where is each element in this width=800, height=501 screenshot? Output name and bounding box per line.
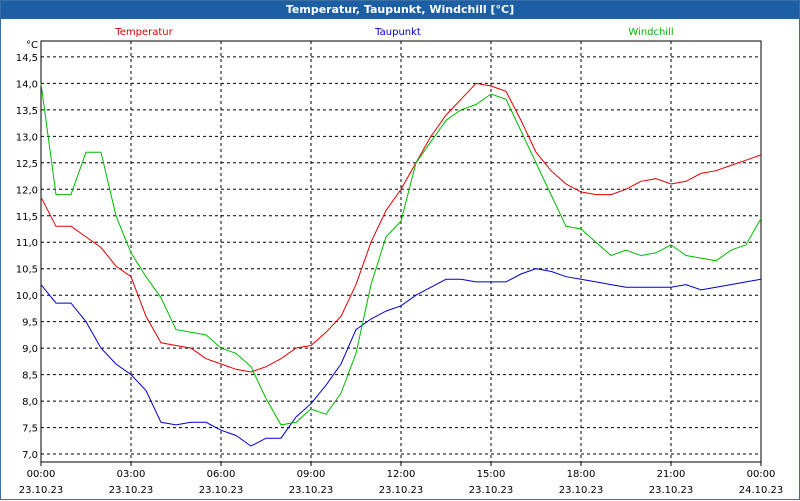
y-tick-label: 14,5 [16,53,38,64]
x-tick-date: 23.10.23 [289,485,334,496]
y-tick-label: 8,5 [22,371,38,382]
x-tick-date: 24.10.23 [739,485,784,496]
x-tick-date: 23.10.23 [19,485,64,496]
y-tick-label: 9,0 [22,344,38,355]
x-tick-time: 09:00 [297,469,326,480]
x-tick-time: 03:00 [117,469,146,480]
y-tick-label: 8,0 [22,397,38,408]
x-tick-date: 23.10.23 [379,485,424,496]
x-tick-date: 23.10.23 [199,485,244,496]
y-tick-label: 7,0 [22,450,38,461]
x-tick-date: 23.10.23 [109,485,154,496]
x-tick-date: 23.10.23 [469,485,514,496]
series-line-windchill [40,83,762,426]
series-line-temperatur [40,82,762,373]
y-tick-label: 10,5 [16,265,38,276]
x-tick-time: 06:00 [207,469,236,480]
y-axis-label: °C [26,40,38,51]
x-tick-time: 21:00 [657,469,686,480]
x-tick-time: 00:00 [747,469,776,480]
y-tick-label: 7,5 [22,424,38,435]
x-tick-date: 23.10.23 [649,485,694,496]
y-tick-label: 13,5 [16,106,38,117]
y-tick-label: 14,0 [16,79,38,90]
y-tick-label: 10,0 [16,291,38,302]
y-tick-label: 12,0 [16,185,38,196]
x-tick-time: 12:00 [387,469,416,480]
y-tick-label: 9,5 [22,318,38,329]
legend-entry-windchill: Windchill [628,27,673,38]
y-tick-label: 11,5 [16,212,38,223]
x-tick-time: 00:00 [27,469,56,480]
y-tick-label: 12,5 [16,159,38,170]
series-line-taupunkt [40,268,762,447]
x-tick-time: 15:00 [477,469,506,480]
legend-entry-taupunkt: Taupunkt [374,27,421,38]
y-tick-label: 13,0 [16,132,38,143]
window-title: Temperatur, Taupunkt, Windchill [°C] [1,1,799,19]
y-tick-label: 11,0 [16,238,38,249]
legend-entry-temperatur: Temperatur [114,27,173,38]
x-tick-time: 18:00 [567,469,596,480]
x-tick-date: 23.10.23 [559,485,604,496]
